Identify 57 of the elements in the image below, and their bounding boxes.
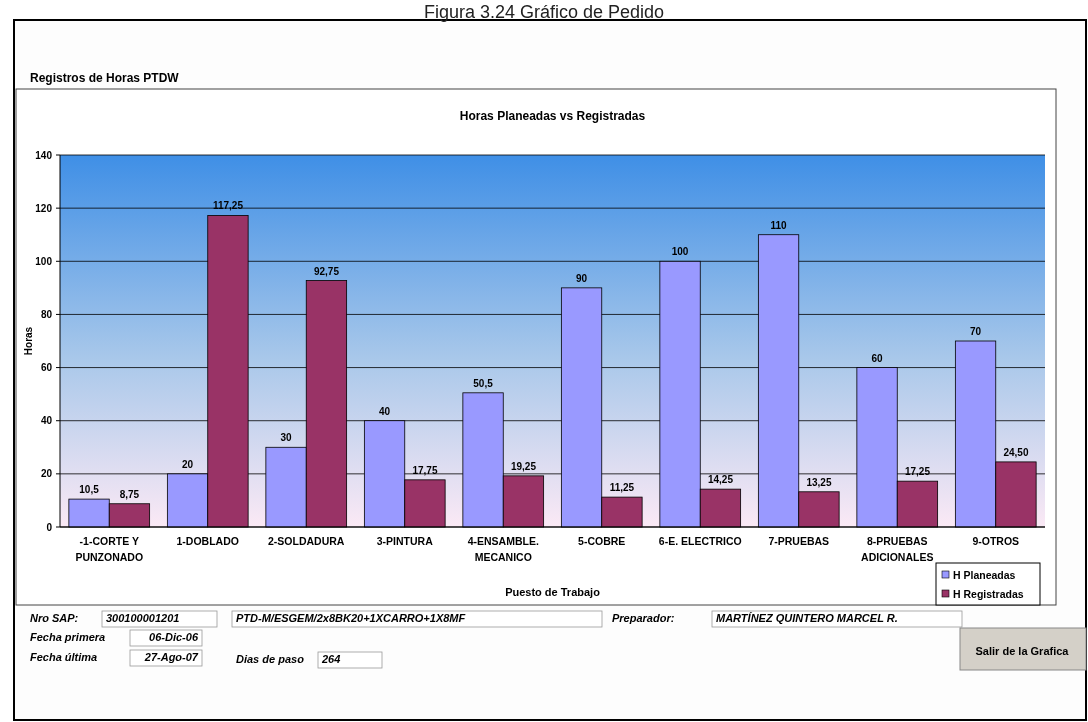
y-axis-title: Horas bbox=[23, 326, 34, 356]
x-axis-title: Puesto de Trabajo bbox=[505, 586, 601, 598]
chart-subtitle: Registros de Horas PTDW bbox=[30, 71, 180, 85]
x-tick-label: 4-ENSAMBLE. MECANICO bbox=[467, 535, 539, 563]
data-label: 60 bbox=[871, 352, 884, 364]
exit-button: Salir de la Grafica bbox=[959, 627, 1087, 671]
x-tick-label: 5-COBRE bbox=[578, 535, 626, 547]
text: Preparador: bbox=[612, 612, 675, 625]
data-label: 90 bbox=[575, 272, 588, 284]
text: Nro SAP: bbox=[30, 612, 79, 625]
x-tick-label: 1-DOBLADO bbox=[176, 535, 239, 547]
data-label: 24,50 bbox=[1003, 446, 1029, 458]
data-label: 117,25 bbox=[212, 200, 244, 212]
x-tick-label: -1-CORTE Y PUNZONADO bbox=[75, 535, 144, 563]
data-label: 14,25 bbox=[707, 474, 734, 486]
data-label: 70 bbox=[969, 326, 982, 337]
text: Fecha primera bbox=[30, 631, 106, 644]
data-label: 8,75 bbox=[119, 488, 140, 500]
text: 06-Dic-06 bbox=[149, 631, 199, 644]
x-tick-label: 7-PRUEBAS bbox=[768, 535, 830, 547]
data-label: 19,25 bbox=[510, 460, 537, 472]
y-tick-label: 40 bbox=[40, 415, 53, 427]
data-label: 13,25 bbox=[806, 476, 832, 488]
data-label: 17,75 bbox=[412, 464, 438, 476]
text: 27-Ago-07 bbox=[143, 651, 199, 664]
legend-label: H Planeadas bbox=[953, 568, 1016, 581]
data-label: 30 bbox=[280, 432, 293, 444]
y-tick-label: 80 bbox=[40, 308, 53, 320]
data-label: 92,75 bbox=[313, 265, 340, 277]
y-tick-label: 60 bbox=[40, 362, 53, 374]
text: Figura 3.24 Gráfico de Pedido bbox=[423, 2, 665, 23]
y-tick-label: 120 bbox=[35, 202, 53, 214]
x-tick-label: 8-PRUEBAS ADICIONALES bbox=[861, 535, 934, 563]
x-tick-label: 2-SOLDADURA bbox=[268, 535, 345, 547]
data-label: 17,25 bbox=[904, 466, 931, 478]
x-tick-label: 3-PINTURA bbox=[376, 535, 434, 547]
chart-title: Horas Planeadas vs Registradas bbox=[459, 109, 646, 123]
x-tick-label: 9-OTROS bbox=[972, 535, 1020, 547]
x-tick-label: 6-E. ELECTRICO bbox=[658, 535, 742, 547]
y-tick-label: 0 bbox=[46, 521, 53, 533]
y-tick-label: 100 bbox=[35, 255, 53, 267]
text: 264 bbox=[321, 653, 341, 666]
text: 300100001201 bbox=[106, 612, 180, 625]
legend-label: H Registradas bbox=[953, 587, 1024, 600]
text: Dias de paso bbox=[236, 653, 305, 666]
text: PTD-M/ESGEM/2x8BK20+1XCARRO+1X8MF bbox=[236, 612, 466, 625]
data-label: 11,25 bbox=[609, 482, 635, 494]
y-tick-label: 20 bbox=[40, 468, 53, 480]
data-label: 50,5 bbox=[473, 377, 494, 389]
text: Fecha última bbox=[30, 651, 98, 664]
data-label: 20 bbox=[181, 458, 194, 470]
y-tick-label: 140 bbox=[35, 149, 53, 161]
text: MARTÍNEZ QUINTERO MARCEL R. bbox=[716, 612, 898, 625]
data-label: 40 bbox=[378, 405, 391, 417]
data-label: 100 bbox=[671, 246, 689, 258]
data-label: 110 bbox=[770, 219, 788, 231]
data-label: 10,5 bbox=[79, 484, 100, 496]
